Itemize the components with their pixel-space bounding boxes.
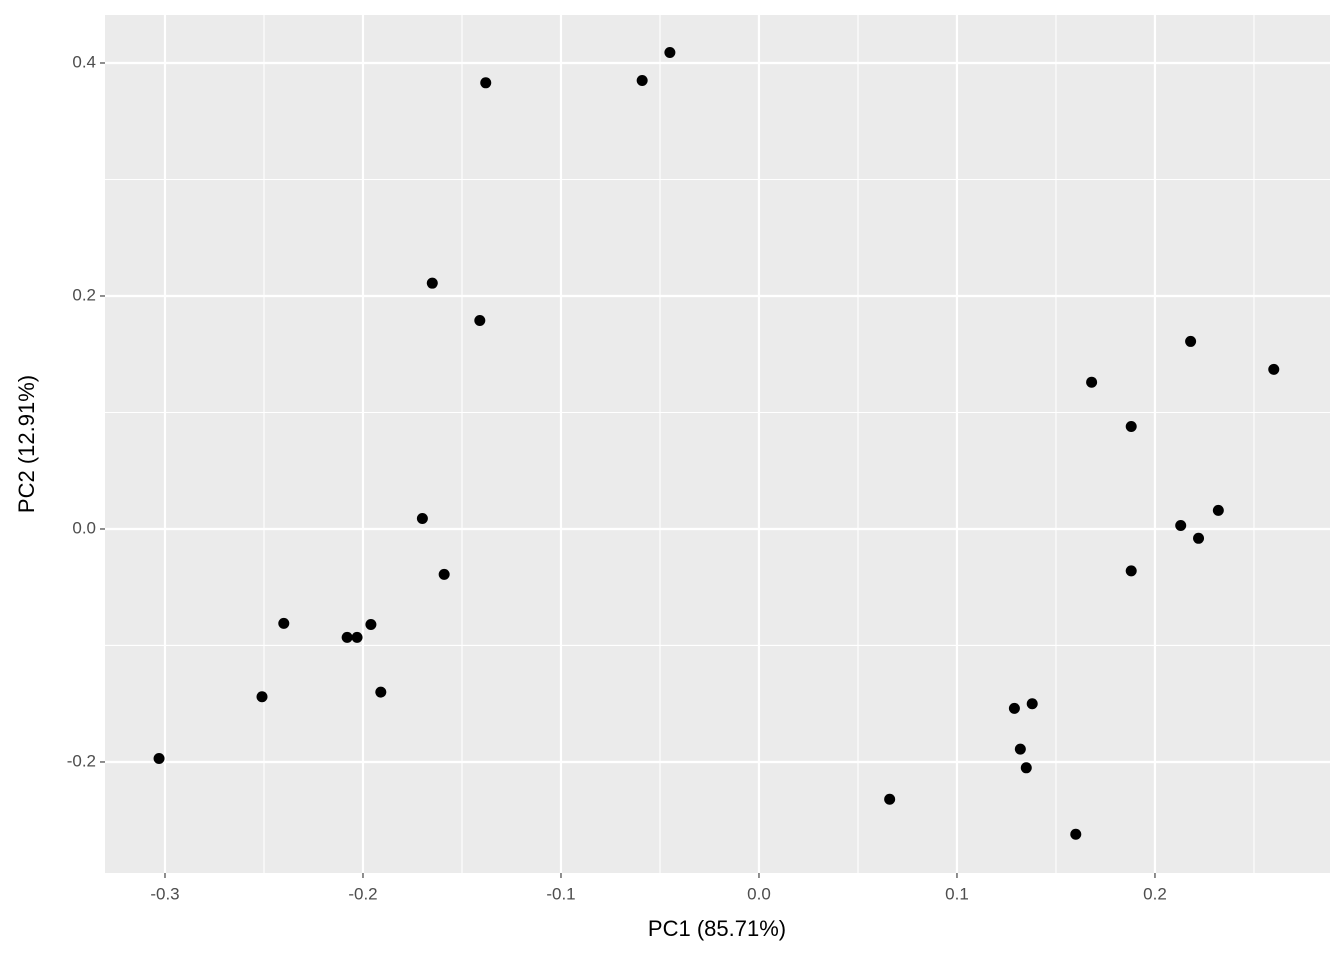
point bbox=[416, 512, 428, 524]
point bbox=[1014, 743, 1026, 755]
point bbox=[474, 314, 486, 326]
y-tick-label: 0.2 bbox=[72, 285, 96, 304]
y-axis-title: PC2 (12.91%) bbox=[14, 375, 39, 513]
point bbox=[664, 47, 676, 59]
point bbox=[1185, 335, 1197, 347]
point bbox=[426, 277, 438, 289]
panel bbox=[105, 15, 1330, 873]
point bbox=[351, 631, 363, 643]
point bbox=[1086, 376, 1098, 388]
x-tick-label: 0.2 bbox=[1143, 884, 1167, 903]
point bbox=[341, 631, 353, 643]
point bbox=[636, 74, 648, 86]
point bbox=[1070, 828, 1082, 840]
point bbox=[884, 793, 896, 805]
x-tick-label: 0.1 bbox=[945, 884, 969, 903]
x-tick-label: 0.0 bbox=[747, 884, 771, 903]
x-tick-label: -0.2 bbox=[348, 884, 377, 903]
point bbox=[153, 752, 165, 764]
x-axis-title: PC1 (85.71%) bbox=[648, 916, 786, 941]
point bbox=[365, 619, 377, 631]
point bbox=[1212, 504, 1224, 516]
point bbox=[1125, 420, 1137, 432]
grid bbox=[105, 15, 1330, 873]
x-tick-label: -0.3 bbox=[150, 884, 179, 903]
point bbox=[1193, 532, 1205, 544]
point bbox=[1175, 519, 1187, 531]
y-tick-label: -0.2 bbox=[67, 751, 96, 770]
y-tick-label: 0.4 bbox=[72, 52, 96, 71]
point bbox=[1125, 565, 1137, 577]
point bbox=[278, 617, 290, 629]
point bbox=[256, 691, 268, 703]
point bbox=[1268, 363, 1280, 375]
points bbox=[153, 47, 1280, 840]
point bbox=[1026, 698, 1038, 710]
x-tick-label: -0.1 bbox=[546, 884, 575, 903]
point bbox=[1020, 762, 1032, 774]
point bbox=[1008, 702, 1020, 714]
point bbox=[375, 686, 387, 698]
y-tick-label: 0.0 bbox=[72, 518, 96, 537]
point bbox=[480, 77, 492, 89]
point bbox=[438, 568, 450, 580]
